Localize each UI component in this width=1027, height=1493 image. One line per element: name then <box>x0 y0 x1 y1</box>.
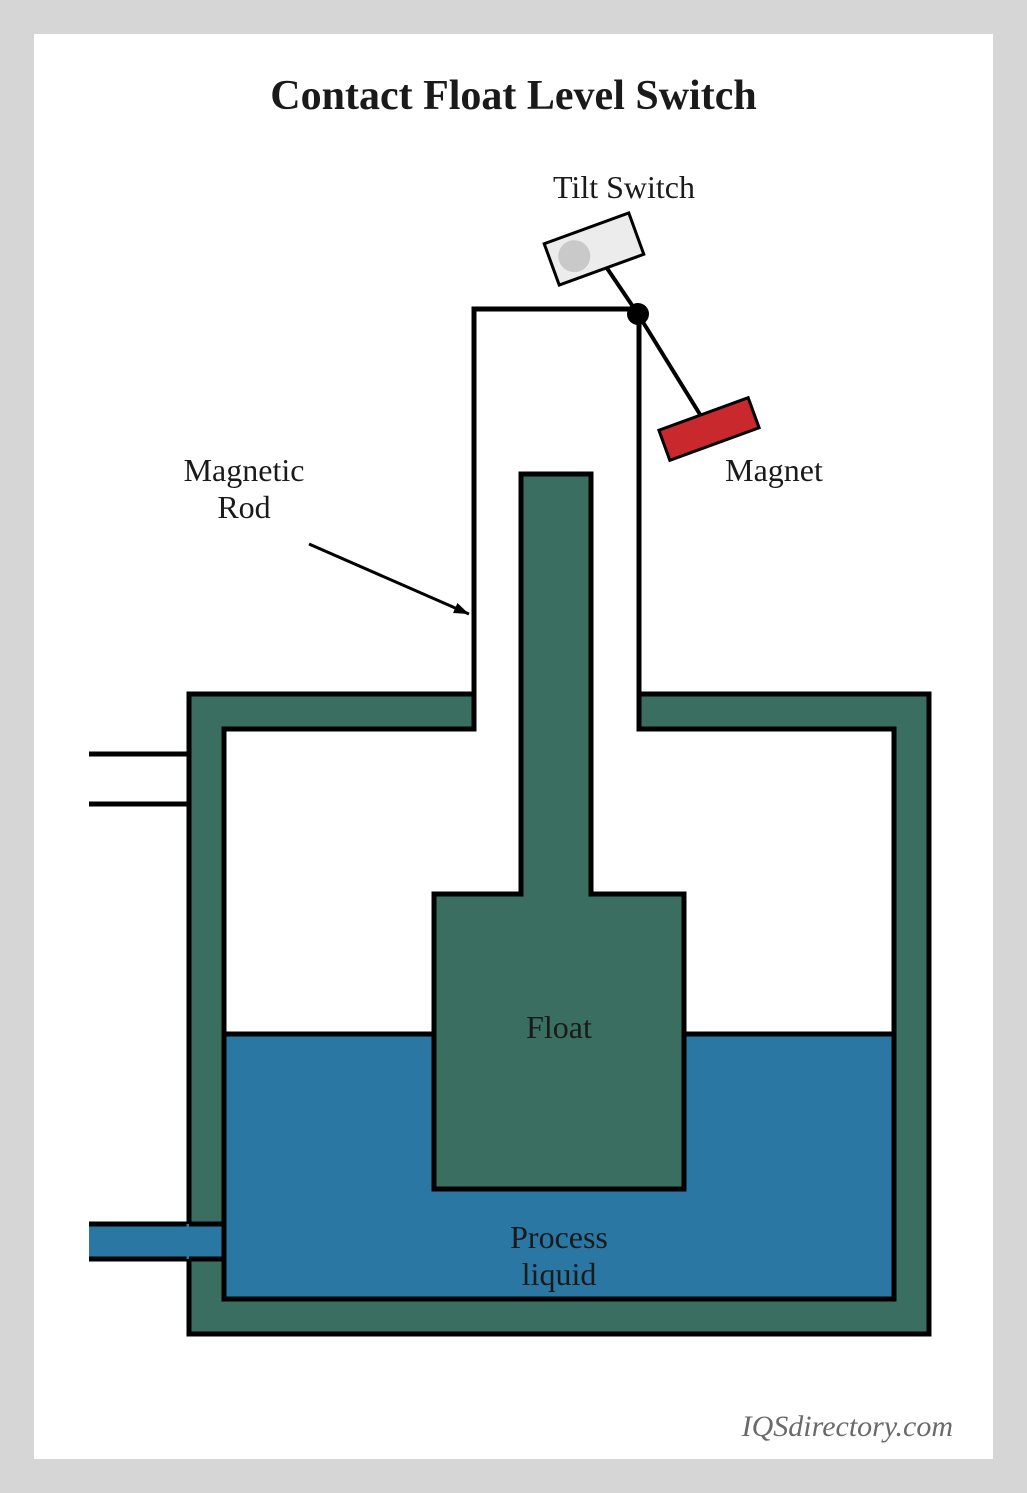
inner-frame: Contact Float Level Switch Tilt Switch M… <box>34 34 993 1459</box>
label-process-liquid: Process liquid <box>429 1219 689 1293</box>
label-process-liquid-l2: liquid <box>522 1256 597 1292</box>
label-magnetic-rod: Magnetic Rod <box>134 452 354 526</box>
label-process-liquid-l1: Process <box>510 1219 608 1255</box>
label-magnet: Magnet <box>674 452 874 489</box>
label-magnetic-rod-l1: Magnetic <box>184 452 305 488</box>
outer-frame: Contact Float Level Switch Tilt Switch M… <box>0 0 1027 1493</box>
label-tilt-switch: Tilt Switch <box>514 169 734 206</box>
label-float: Float <box>429 1009 689 1046</box>
footer-credit: IQSdirectory.com <box>742 1410 953 1444</box>
label-magnetic-rod-l2: Rod <box>217 489 270 525</box>
